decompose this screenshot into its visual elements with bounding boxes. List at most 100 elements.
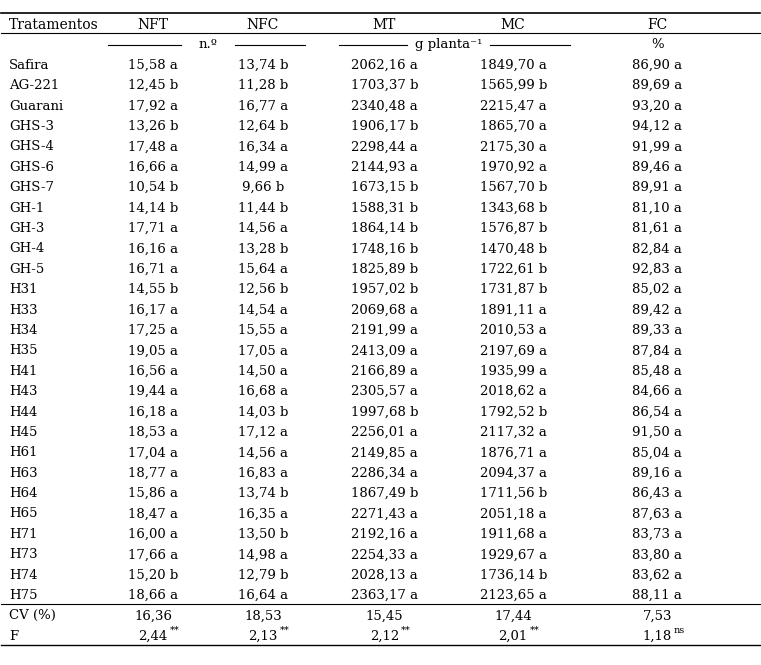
Text: 14,03 b: 14,03 b — [237, 406, 288, 418]
Text: 89,42 a: 89,42 a — [632, 303, 683, 317]
Text: NFC: NFC — [247, 17, 279, 31]
Text: H34: H34 — [9, 324, 37, 337]
Text: 1891,11 a: 1891,11 a — [480, 303, 546, 317]
Text: 19,44 a: 19,44 a — [128, 385, 178, 398]
Text: 91,50 a: 91,50 a — [632, 426, 683, 439]
Text: 10,54 b: 10,54 b — [128, 182, 178, 194]
Text: 14,55 b: 14,55 b — [128, 283, 178, 296]
Text: 17,92 a: 17,92 a — [128, 100, 178, 112]
Text: 85,04 a: 85,04 a — [632, 446, 682, 460]
Text: GH-4: GH-4 — [9, 242, 44, 255]
Text: 94,12 a: 94,12 a — [632, 120, 683, 133]
Text: H64: H64 — [9, 487, 37, 500]
Text: 2413,09 a: 2413,09 a — [351, 344, 418, 357]
Text: 2192,16 a: 2192,16 a — [351, 528, 418, 541]
Text: 2117,32 a: 2117,32 a — [479, 426, 546, 439]
Text: 9,66 b: 9,66 b — [242, 182, 284, 194]
Text: H71: H71 — [9, 528, 37, 541]
Text: 2123,65 a: 2123,65 a — [479, 589, 546, 602]
Text: 11,28 b: 11,28 b — [238, 79, 288, 92]
Text: F: F — [9, 630, 18, 643]
Text: 87,63 a: 87,63 a — [632, 507, 683, 521]
Text: 2256,01 a: 2256,01 a — [351, 426, 418, 439]
Text: 17,48 a: 17,48 a — [128, 140, 178, 154]
Text: 1957,02 b: 1957,02 b — [351, 283, 418, 296]
Text: Safira: Safira — [9, 59, 49, 72]
Text: 18,66 a: 18,66 a — [128, 589, 178, 602]
Text: 16,83 a: 16,83 a — [238, 467, 288, 479]
Text: 86,43 a: 86,43 a — [632, 487, 683, 500]
Text: 2,44: 2,44 — [139, 630, 167, 643]
Text: 1867,49 b: 1867,49 b — [351, 487, 418, 500]
Text: 86,54 a: 86,54 a — [632, 406, 683, 418]
Text: 1703,37 b: 1703,37 b — [351, 79, 418, 92]
Text: 1722,61 b: 1722,61 b — [479, 263, 547, 276]
Text: 1906,17 b: 1906,17 b — [351, 120, 418, 133]
Text: 89,33 a: 89,33 a — [632, 324, 683, 337]
Text: H75: H75 — [9, 589, 37, 602]
Text: 2305,57 a: 2305,57 a — [351, 385, 418, 398]
Text: 83,80 a: 83,80 a — [632, 548, 683, 561]
Text: 82,84 a: 82,84 a — [632, 242, 682, 255]
Text: 18,53 a: 18,53 a — [128, 426, 178, 439]
Text: 14,14 b: 14,14 b — [128, 201, 178, 215]
Text: 1970,92 a: 1970,92 a — [479, 161, 546, 174]
Text: CV (%): CV (%) — [9, 609, 56, 622]
Text: 1997,68 b: 1997,68 b — [351, 406, 418, 418]
Text: H65: H65 — [9, 507, 37, 521]
Text: 1876,71 a: 1876,71 a — [479, 446, 546, 460]
Text: H74: H74 — [9, 569, 37, 582]
Text: 2286,34 a: 2286,34 a — [351, 467, 418, 479]
Text: H44: H44 — [9, 406, 37, 418]
Text: FC: FC — [647, 17, 667, 31]
Text: Tratamentos: Tratamentos — [9, 17, 99, 31]
Text: **: ** — [401, 626, 411, 634]
Text: Guarani: Guarani — [9, 100, 63, 112]
Text: 86,90 a: 86,90 a — [632, 59, 683, 72]
Text: 13,74 b: 13,74 b — [237, 487, 288, 500]
Text: 2144,93 a: 2144,93 a — [351, 161, 418, 174]
Text: %: % — [651, 39, 664, 51]
Text: 2,12: 2,12 — [370, 630, 399, 643]
Text: 92,83 a: 92,83 a — [632, 263, 683, 276]
Text: 1567,70 b: 1567,70 b — [479, 182, 547, 194]
Text: 12,56 b: 12,56 b — [237, 283, 288, 296]
Text: n.º: n.º — [199, 39, 218, 51]
Text: 1736,14 b: 1736,14 b — [479, 569, 547, 582]
Text: 16,64 a: 16,64 a — [238, 589, 288, 602]
Text: 13,50 b: 13,50 b — [237, 528, 288, 541]
Text: 16,36: 16,36 — [134, 609, 172, 622]
Text: 12,64 b: 12,64 b — [237, 120, 288, 133]
Text: 91,99 a: 91,99 a — [632, 140, 683, 154]
Text: GHS-6: GHS-6 — [9, 161, 54, 174]
Text: 18,47 a: 18,47 a — [128, 507, 178, 521]
Text: 1748,16 b: 1748,16 b — [351, 242, 418, 255]
Text: 16,66 a: 16,66 a — [128, 161, 178, 174]
Text: 1849,70 a: 1849,70 a — [479, 59, 546, 72]
Text: 2010,53 a: 2010,53 a — [480, 324, 546, 337]
Text: 15,58 a: 15,58 a — [128, 59, 178, 72]
Text: 16,56 a: 16,56 a — [128, 364, 178, 378]
Text: 1825,89 b: 1825,89 b — [351, 263, 418, 276]
Text: 15,64 a: 15,64 a — [238, 263, 288, 276]
Text: H45: H45 — [9, 426, 37, 439]
Text: 19,05 a: 19,05 a — [128, 344, 178, 357]
Text: 17,04 a: 17,04 a — [128, 446, 178, 460]
Text: H41: H41 — [9, 364, 37, 378]
Text: 89,91 a: 89,91 a — [632, 182, 683, 194]
Text: **: ** — [530, 626, 540, 634]
Text: 18,53: 18,53 — [244, 609, 282, 622]
Text: H35: H35 — [9, 344, 37, 357]
Text: 17,25 a: 17,25 a — [128, 324, 178, 337]
Text: 81,10 a: 81,10 a — [632, 201, 682, 215]
Text: GH-3: GH-3 — [9, 222, 44, 235]
Text: 2254,33 a: 2254,33 a — [351, 548, 418, 561]
Text: 1,18: 1,18 — [642, 630, 672, 643]
Text: 1792,52 b: 1792,52 b — [479, 406, 547, 418]
Text: 12,79 b: 12,79 b — [237, 569, 288, 582]
Text: MC: MC — [501, 17, 526, 31]
Text: 88,11 a: 88,11 a — [632, 589, 682, 602]
Text: 2271,43 a: 2271,43 a — [351, 507, 418, 521]
Text: 15,55 a: 15,55 a — [238, 324, 288, 337]
Text: 16,35 a: 16,35 a — [238, 507, 288, 521]
